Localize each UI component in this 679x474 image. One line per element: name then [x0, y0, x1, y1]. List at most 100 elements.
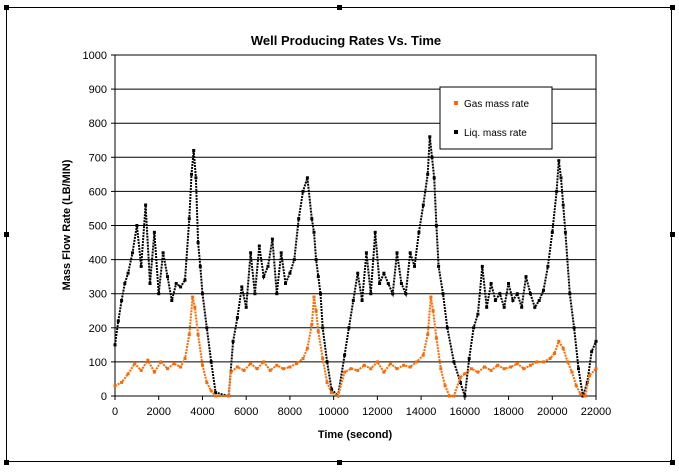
data-point-liq: [249, 251, 253, 255]
data-point-gas: [448, 394, 451, 398]
data-point-gas: [336, 394, 340, 398]
data-point-liq: [373, 230, 377, 234]
y-tick-label: 600: [89, 186, 107, 198]
data-point-liq: [297, 217, 301, 221]
data-point-gas: [152, 370, 156, 374]
data-point-liq: [351, 299, 355, 302]
resize-handle-bl[interactable]: [4, 460, 9, 465]
data-point-gas: [166, 367, 169, 371]
data-point-gas: [255, 367, 259, 371]
data-point-liq: [559, 176, 563, 180]
series-gas-mass-rate: [113, 295, 598, 398]
data-point-gas: [509, 365, 513, 369]
data-point-liq: [413, 264, 416, 268]
data-point-liq: [120, 299, 124, 302]
x-tick-label: 18000: [493, 406, 524, 418]
data-point-gas: [262, 360, 266, 364]
data-point-gas: [343, 370, 347, 374]
data-point-gas: [579, 392, 583, 396]
x-tick-label: 0: [112, 406, 118, 418]
data-point-liq: [417, 230, 421, 234]
data-point-liq: [590, 350, 594, 354]
data-point-liq: [275, 292, 279, 296]
data-point-liq: [382, 271, 386, 275]
data-point-liq: [231, 339, 235, 343]
data-point-liq: [314, 258, 318, 262]
data-point-liq: [472, 326, 476, 330]
data-point-gas: [214, 394, 218, 398]
chart-title: Well Producing Rates Vs. Time: [251, 33, 441, 48]
data-point-liq: [524, 275, 528, 279]
y-tick-label: 300: [89, 289, 107, 301]
data-point-liq: [430, 155, 434, 159]
data-point-gas: [362, 363, 366, 367]
data-point-gas: [557, 339, 561, 343]
data-point-gas: [434, 336, 438, 340]
data-point-gas: [402, 363, 406, 367]
data-point-liq: [187, 217, 191, 221]
x-tick-label: 12000: [362, 406, 393, 418]
data-point-liq: [577, 367, 580, 371]
data-point-gas: [113, 384, 117, 388]
data-point-gas: [463, 372, 467, 376]
data-point-gas: [196, 333, 200, 337]
data-point-gas: [421, 353, 425, 357]
data-point-gas: [201, 363, 204, 367]
resize-handle-tr[interactable]: [670, 5, 675, 10]
data-point-liq: [502, 305, 506, 309]
data-point-liq: [493, 299, 497, 302]
data-point-gas: [193, 305, 197, 309]
data-point-liq: [434, 224, 438, 227]
legend-marker-liq: [454, 130, 458, 134]
data-point-gas: [325, 380, 329, 384]
data-point-liq: [507, 282, 510, 285]
data-point-liq: [116, 319, 120, 323]
data-point-liq: [399, 282, 403, 285]
data-point-liq: [321, 326, 325, 330]
data-point-liq: [310, 217, 314, 221]
data-point-liq: [161, 251, 165, 255]
data-point-liq: [235, 316, 239, 320]
data-point-gas: [275, 363, 279, 367]
data-point-gas: [535, 360, 539, 364]
data-point-liq: [157, 292, 161, 296]
data-point-liq: [196, 241, 200, 244]
data-point-liq: [316, 275, 320, 279]
legend-box: [439, 86, 553, 150]
data-point-gas: [389, 362, 392, 366]
data-point-gas: [574, 384, 578, 388]
data-point-gas: [548, 357, 552, 360]
data-point-gas: [528, 363, 532, 367]
data-point-gas: [281, 367, 285, 371]
data-point-gas: [429, 295, 433, 299]
data-point-liq: [360, 299, 364, 302]
data-point-liq: [408, 251, 412, 255]
resize-handle-tm[interactable]: [337, 5, 342, 10]
data-point-liq: [498, 292, 502, 296]
data-point-liq: [305, 176, 309, 180]
resize-handle-tl[interactable]: [4, 5, 9, 10]
data-point-liq: [190, 172, 193, 176]
x-tick-label: 22000: [581, 406, 612, 418]
data-point-gas: [502, 367, 506, 371]
data-point-gas: [570, 370, 574, 374]
resize-handle-bm[interactable]: [337, 460, 342, 465]
data-point-liq: [266, 264, 270, 268]
data-point-liq: [550, 230, 554, 234]
data-point-gas: [301, 357, 305, 360]
y-tick-label: 900: [89, 84, 107, 96]
resize-handle-ml[interactable]: [4, 232, 9, 237]
resize-handle-br[interactable]: [670, 460, 675, 465]
data-point-liq: [270, 237, 274, 241]
data-point-liq: [463, 394, 467, 398]
data-point-liq: [288, 271, 292, 275]
legend-marker-gas: [454, 101, 458, 105]
data-point-gas: [415, 360, 419, 364]
data-point-gas: [209, 389, 213, 393]
data-point-gas: [205, 380, 209, 384]
data-point-liq: [561, 203, 565, 207]
series-line-liq: [114, 136, 597, 399]
data-point-gas: [249, 362, 253, 366]
y-tick-label: 1000: [83, 50, 107, 62]
resize-handle-mr[interactable]: [670, 232, 675, 237]
